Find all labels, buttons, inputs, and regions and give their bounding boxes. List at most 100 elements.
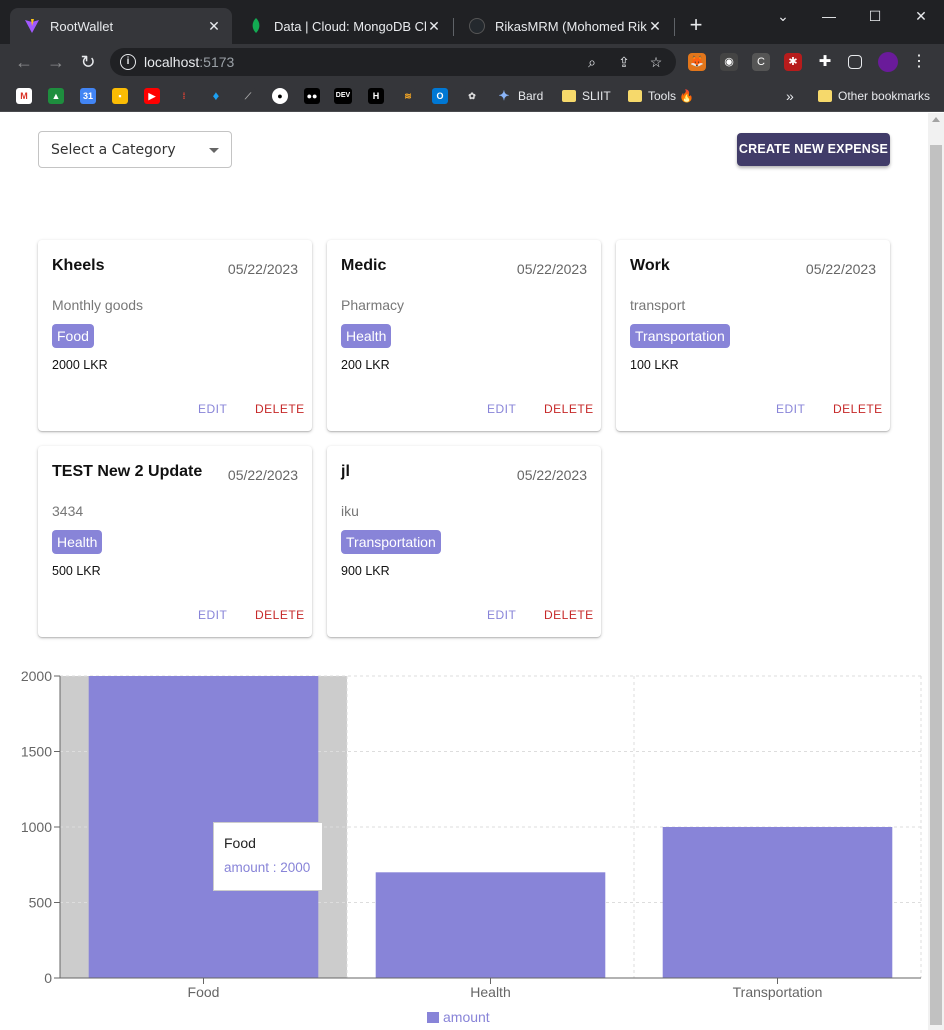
- expense-date: 05/22/2023: [227, 261, 298, 277]
- category-badge: Transportation: [630, 324, 730, 348]
- expense-amount: 200 LKR: [341, 358, 390, 372]
- metamask-icon[interactable]: 🦊: [688, 53, 706, 71]
- twitter-icon[interactable]: ♦: [208, 87, 230, 105]
- expense-amount: 900 LKR: [341, 564, 390, 578]
- edit-button[interactable]: EDIT: [198, 402, 228, 416]
- category-select[interactable]: Select a Category: [38, 131, 232, 168]
- keep-icon[interactable]: ▪: [112, 87, 134, 105]
- page-scrollbar[interactable]: [928, 113, 944, 1030]
- site-info-icon[interactable]: i: [120, 54, 136, 70]
- category-select-value: Select a Category: [51, 142, 176, 158]
- delete-button[interactable]: DELETE: [833, 402, 883, 416]
- expense-date: 05/22/2023: [805, 261, 876, 277]
- sourcegraph-icon[interactable]: ≋: [400, 87, 422, 105]
- profile-avatar[interactable]: [878, 52, 898, 72]
- side-panel-icon[interactable]: [848, 55, 862, 69]
- tab-separator: [674, 18, 675, 36]
- minimize-icon[interactable]: —: [822, 8, 836, 24]
- tooltip-label: Food: [224, 835, 256, 851]
- expense-card: Medic 05/22/2023 Pharmacy Health 200 LKR EDIT…: [327, 240, 601, 431]
- folder-icon: [628, 90, 642, 102]
- github-bookmark-icon[interactable]: ●: [272, 87, 294, 105]
- expense-description: Pharmacy: [341, 297, 405, 313]
- medium-icon[interactable]: ●●: [304, 87, 326, 105]
- reload-icon[interactable]: ↻: [80, 52, 96, 72]
- close-icon[interactable]: ✕: [428, 17, 440, 34]
- edit-button[interactable]: EDIT: [487, 402, 517, 416]
- address-bar[interactable]: i localhost:5173 ⌕ ⇪ ☆: [110, 48, 676, 76]
- tab-title: RikasMRM (Mohomed Rikas): [495, 18, 647, 34]
- expense-title: jl: [341, 463, 350, 480]
- share-icon[interactable]: ⇪: [618, 54, 630, 70]
- x-tick-label: Food: [188, 984, 220, 1000]
- x-tick-label: Transportation: [733, 984, 823, 1000]
- calendar-icon[interactable]: 31: [80, 87, 102, 105]
- vite-icon: [24, 18, 40, 34]
- delete-button[interactable]: DELETE: [544, 402, 594, 416]
- gmail-icon[interactable]: M: [16, 87, 38, 105]
- zoom-icon[interactable]: ⌕: [588, 54, 596, 70]
- expense-card: Kheels 05/22/2023 Monthly goods Food 2000 LK…: [38, 240, 312, 431]
- bookmark-bard[interactable]: ✦ Bard: [496, 87, 544, 105]
- edit-button[interactable]: EDIT: [198, 608, 228, 622]
- edit-button[interactable]: EDIT: [776, 402, 806, 416]
- expense-amount: 100 LKR: [630, 358, 679, 372]
- expense-description: 3434: [52, 503, 84, 519]
- dev-icon[interactable]: DEV: [334, 87, 358, 105]
- leaf-icon: [248, 18, 264, 34]
- expense-amount: 2000 LKR: [52, 358, 108, 372]
- close-icon[interactable]: ✕: [649, 17, 661, 34]
- tab-rootwallet[interactable]: RootWallet ✕: [10, 8, 232, 44]
- new-tab-icon[interactable]: +: [689, 12, 703, 37]
- tab-search-icon[interactable]: ⌄: [777, 8, 789, 24]
- maximize-icon[interactable]: ☐: [868, 8, 882, 24]
- scroll-up-icon[interactable]: [932, 117, 940, 122]
- bookmark-folder-sliit[interactable]: SLIIT: [562, 87, 611, 105]
- expense-bar-chart: 0 500 1000 1500 2000 Food Health Transportation…: [21, 668, 922, 1025]
- delete-button[interactable]: DELETE: [544, 608, 594, 622]
- bookmark-star-icon[interactable]: ☆: [649, 54, 663, 70]
- other-bookmarks[interactable]: Other bookmarks: [818, 87, 930, 105]
- extension-red-icon[interactable]: ✱: [784, 53, 802, 71]
- create-expense-button[interactable]: CREATE NEW EXPENSE: [737, 133, 890, 166]
- more-bookmarks-icon[interactable]: »: [786, 88, 794, 104]
- tab-github[interactable]: RikasMRM (Mohomed Rikas) ✕: [455, 8, 673, 44]
- podcasts-icon[interactable]: ⁞: [176, 87, 198, 105]
- drive-icon[interactable]: ▲: [48, 87, 70, 105]
- delete-button[interactable]: DELETE: [255, 608, 305, 622]
- expense-date: 05/22/2023: [516, 261, 587, 277]
- bar-health[interactable]: [375, 872, 606, 978]
- expense-title: Kheels: [52, 257, 105, 274]
- edit-button[interactable]: EDIT: [487, 608, 517, 622]
- expense-date: 05/22/2023: [227, 467, 298, 483]
- app-page: Select a Category CREATE NEW EXPENSE Khe…: [0, 113, 928, 1030]
- menu-kebab-icon[interactable]: ⋮: [911, 53, 927, 70]
- tab-title: RootWallet: [50, 18, 114, 34]
- folder-icon: [562, 90, 576, 102]
- tab-separator: [453, 18, 454, 36]
- bar-transportation[interactable]: [662, 827, 893, 978]
- expense-description: Monthly goods: [52, 297, 144, 313]
- openai-icon[interactable]: ✿: [464, 87, 486, 105]
- youtube-icon[interactable]: ▶: [144, 87, 166, 105]
- graph-icon[interactable]: ⟋: [240, 87, 262, 105]
- legend-swatch: [427, 1012, 439, 1023]
- delete-button[interactable]: DELETE: [255, 402, 305, 416]
- y-tick-label: 1000: [21, 819, 52, 835]
- expense-description: transport: [630, 297, 686, 313]
- window-close-icon[interactable]: ✕: [915, 8, 927, 24]
- scroll-thumb[interactable]: [930, 145, 942, 1025]
- back-icon[interactable]: ←: [15, 52, 33, 72]
- extensions-puzzle-icon[interactable]: ✚: [818, 53, 832, 70]
- expense-card: TEST New 2 Update 05/22/2023 3434 Health 500…: [38, 446, 312, 637]
- extension-c-icon[interactable]: C: [752, 53, 770, 71]
- tab-mongodb[interactable]: Data | Cloud: MongoDB Cloud ✕: [234, 8, 452, 44]
- forward-icon[interactable]: →: [47, 52, 65, 72]
- caret-down-icon: [209, 148, 219, 153]
- hashnode-icon[interactable]: H: [368, 87, 390, 105]
- chart-tooltip: Food amount : 2000: [213, 822, 323, 891]
- close-icon[interactable]: ✕: [208, 17, 220, 34]
- extension-glasses-icon[interactable]: ◉: [720, 53, 738, 71]
- outlook-icon[interactable]: O: [432, 87, 454, 105]
- bookmark-folder-tools[interactable]: Tools 🔥: [628, 87, 694, 105]
